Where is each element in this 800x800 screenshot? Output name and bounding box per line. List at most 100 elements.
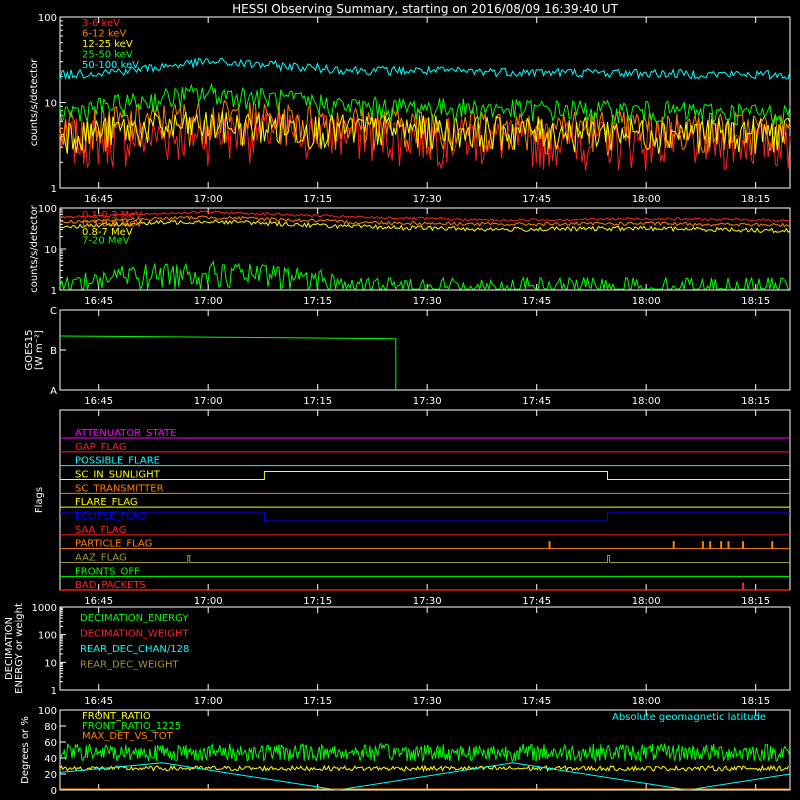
y-axis-label: [W m⁻²] (34, 330, 45, 370)
x-tick-label: 17:15 (303, 696, 332, 707)
x-tick-label: 16:45 (84, 194, 113, 205)
y-tick-label: 10 (44, 658, 57, 669)
legend-entry: 50-100 keV (82, 60, 139, 71)
legend-entry: 25-50 keV (82, 50, 133, 61)
y-axis-label: Degrees or % (20, 716, 31, 784)
legend-entry: 6-12 keV (82, 29, 126, 40)
y-axis-label: Flags (34, 487, 45, 513)
x-tick-label: 17:30 (413, 396, 442, 407)
y-tick-label: 1000 (32, 603, 57, 614)
chart-title: HESSI Observing Summary, starting on 201… (232, 2, 618, 16)
y-tick-label: 100 (38, 631, 57, 642)
flag-label: SC_TRANSMITTER (75, 483, 164, 494)
x-tick-label: 18:15 (741, 296, 770, 307)
legend-entry: REAR_DEC_WEIGHT (80, 660, 179, 671)
series-line-1-3 (59, 259, 790, 292)
series-line-1-1 (59, 215, 791, 228)
y-tick-label: 1 (51, 184, 57, 195)
x-tick-label: 18:00 (632, 296, 661, 307)
y-tick-label: C (50, 306, 57, 317)
legend-entry: REAR_DEC_CHAN/128 (80, 644, 189, 655)
y-axis-label: DECIMATION (4, 617, 15, 680)
legend-entry: 3-6 keV (82, 18, 120, 29)
y-tick-label: 10 (44, 245, 57, 256)
legend-entry: FRONT_RATIO (82, 711, 151, 722)
flag-label: FLARE_FLAG (75, 497, 138, 508)
flag-label: POSSIBLE_FLARE (75, 456, 160, 467)
flag-line (60, 471, 790, 480)
x-tick-label: 17:00 (194, 396, 223, 407)
legend-entry: 0.3-0.8 MeV (82, 219, 142, 230)
x-tick-label: 16:45 (84, 596, 113, 607)
panel-frame-0 (59, 16, 791, 189)
y-axis-label: counts/s/detector (29, 204, 40, 292)
x-tick-label: 18:00 (632, 396, 661, 407)
series-line-0-2 (59, 111, 791, 154)
x-tick-label: 18:15 (741, 696, 770, 707)
flag-label: GAP_FLAG (75, 442, 127, 453)
y-tick-label: 0 (51, 786, 57, 797)
y-tick-label: 40 (44, 754, 57, 765)
legend-entry: MAX_DET_VS_TOT (82, 731, 174, 742)
y-tick-label: 100 (38, 13, 57, 24)
series-line-0-4 (59, 57, 791, 81)
series-line-0-3 (59, 82, 791, 126)
y-tick-label: 1 (51, 286, 57, 297)
flag-label: PARTICLE_FLAG (75, 539, 152, 550)
x-tick-label: 17:15 (303, 296, 332, 307)
series-line-2-0 (59, 335, 397, 390)
y-tick-label: 100 (38, 204, 57, 215)
x-tick-label: 16:45 (84, 696, 113, 707)
legend-entry: DECIMATION_ENERGY (80, 613, 189, 624)
x-tick-label: 17:45 (522, 696, 551, 707)
legend-entry: 7-20 MeV (82, 236, 130, 247)
legend-entry: 0.1-0.3 MeV (82, 210, 142, 221)
x-tick-label: 18:15 (741, 396, 770, 407)
panels: 16:45 17:00 17:15 17:30 17:45 18:00 18:1511010… (4, 13, 791, 797)
x-tick-label: 17:45 (522, 396, 551, 407)
x-tick-label: 18:00 (632, 696, 661, 707)
legend-entry: DECIMATION_WEIGHT (80, 629, 189, 640)
series-line-5-1 (59, 742, 790, 764)
y-tick-label: 100 (38, 706, 57, 717)
flag-line (60, 541, 790, 550)
x-tick-label: 18:00 (632, 194, 661, 205)
flag-label: AAZ_FLAG (75, 553, 127, 564)
flag-label: ECLIPSE_FLAG (75, 511, 146, 522)
flag-label: SAA_FLAG (75, 525, 126, 536)
y-tick-label: A (50, 386, 57, 397)
series-line-5-0 (59, 764, 789, 773)
series-line-1-0 (59, 210, 791, 222)
y-tick-label: 60 (44, 738, 57, 749)
legend-entry: FRONT_RATIO_1225 (82, 721, 181, 732)
y-tick-label: 1 (51, 686, 57, 697)
flag-label: FRONTS_OFF (75, 566, 140, 577)
panel-frame-5 (59, 709, 791, 791)
x-tick-label: 17:00 (194, 696, 223, 707)
x-tick-label: 17:00 (194, 194, 223, 205)
x-tick-label: 17:15 (303, 396, 332, 407)
flag-label: SC_IN_SUNLIGHT (75, 470, 161, 481)
x-tick-label: 17:15 (303, 596, 332, 607)
series-line-5-3 (59, 762, 791, 791)
legend-entry: 0.8-7 MeV (82, 227, 133, 238)
flag-line (60, 555, 790, 563)
y-tick-label: B (50, 346, 57, 357)
annotation: Absolute geomagnetic latitude (612, 712, 766, 723)
flag-label: ATTENUATOR_STATE (75, 428, 176, 439)
x-tick-label: 17:45 (522, 596, 551, 607)
flag-line (60, 512, 790, 522)
x-tick-label: 18:15 (741, 596, 770, 607)
x-tick-label: 17:15 (303, 194, 332, 205)
x-tick-label: 17:45 (522, 296, 551, 307)
panel-frame-4 (59, 606, 791, 691)
y-axis-label: counts/s/detector (29, 58, 40, 146)
x-tick-label: 16:45 (84, 296, 113, 307)
x-tick-label: 17:00 (194, 596, 223, 607)
series-line-1-2 (59, 219, 791, 234)
y-tick-label: 10 (44, 99, 57, 110)
y-tick-label: 20 (44, 770, 57, 781)
legend-entry: 12-25 keV (82, 39, 133, 50)
flag-line (60, 582, 790, 591)
x-tick-label: 17:00 (194, 296, 223, 307)
